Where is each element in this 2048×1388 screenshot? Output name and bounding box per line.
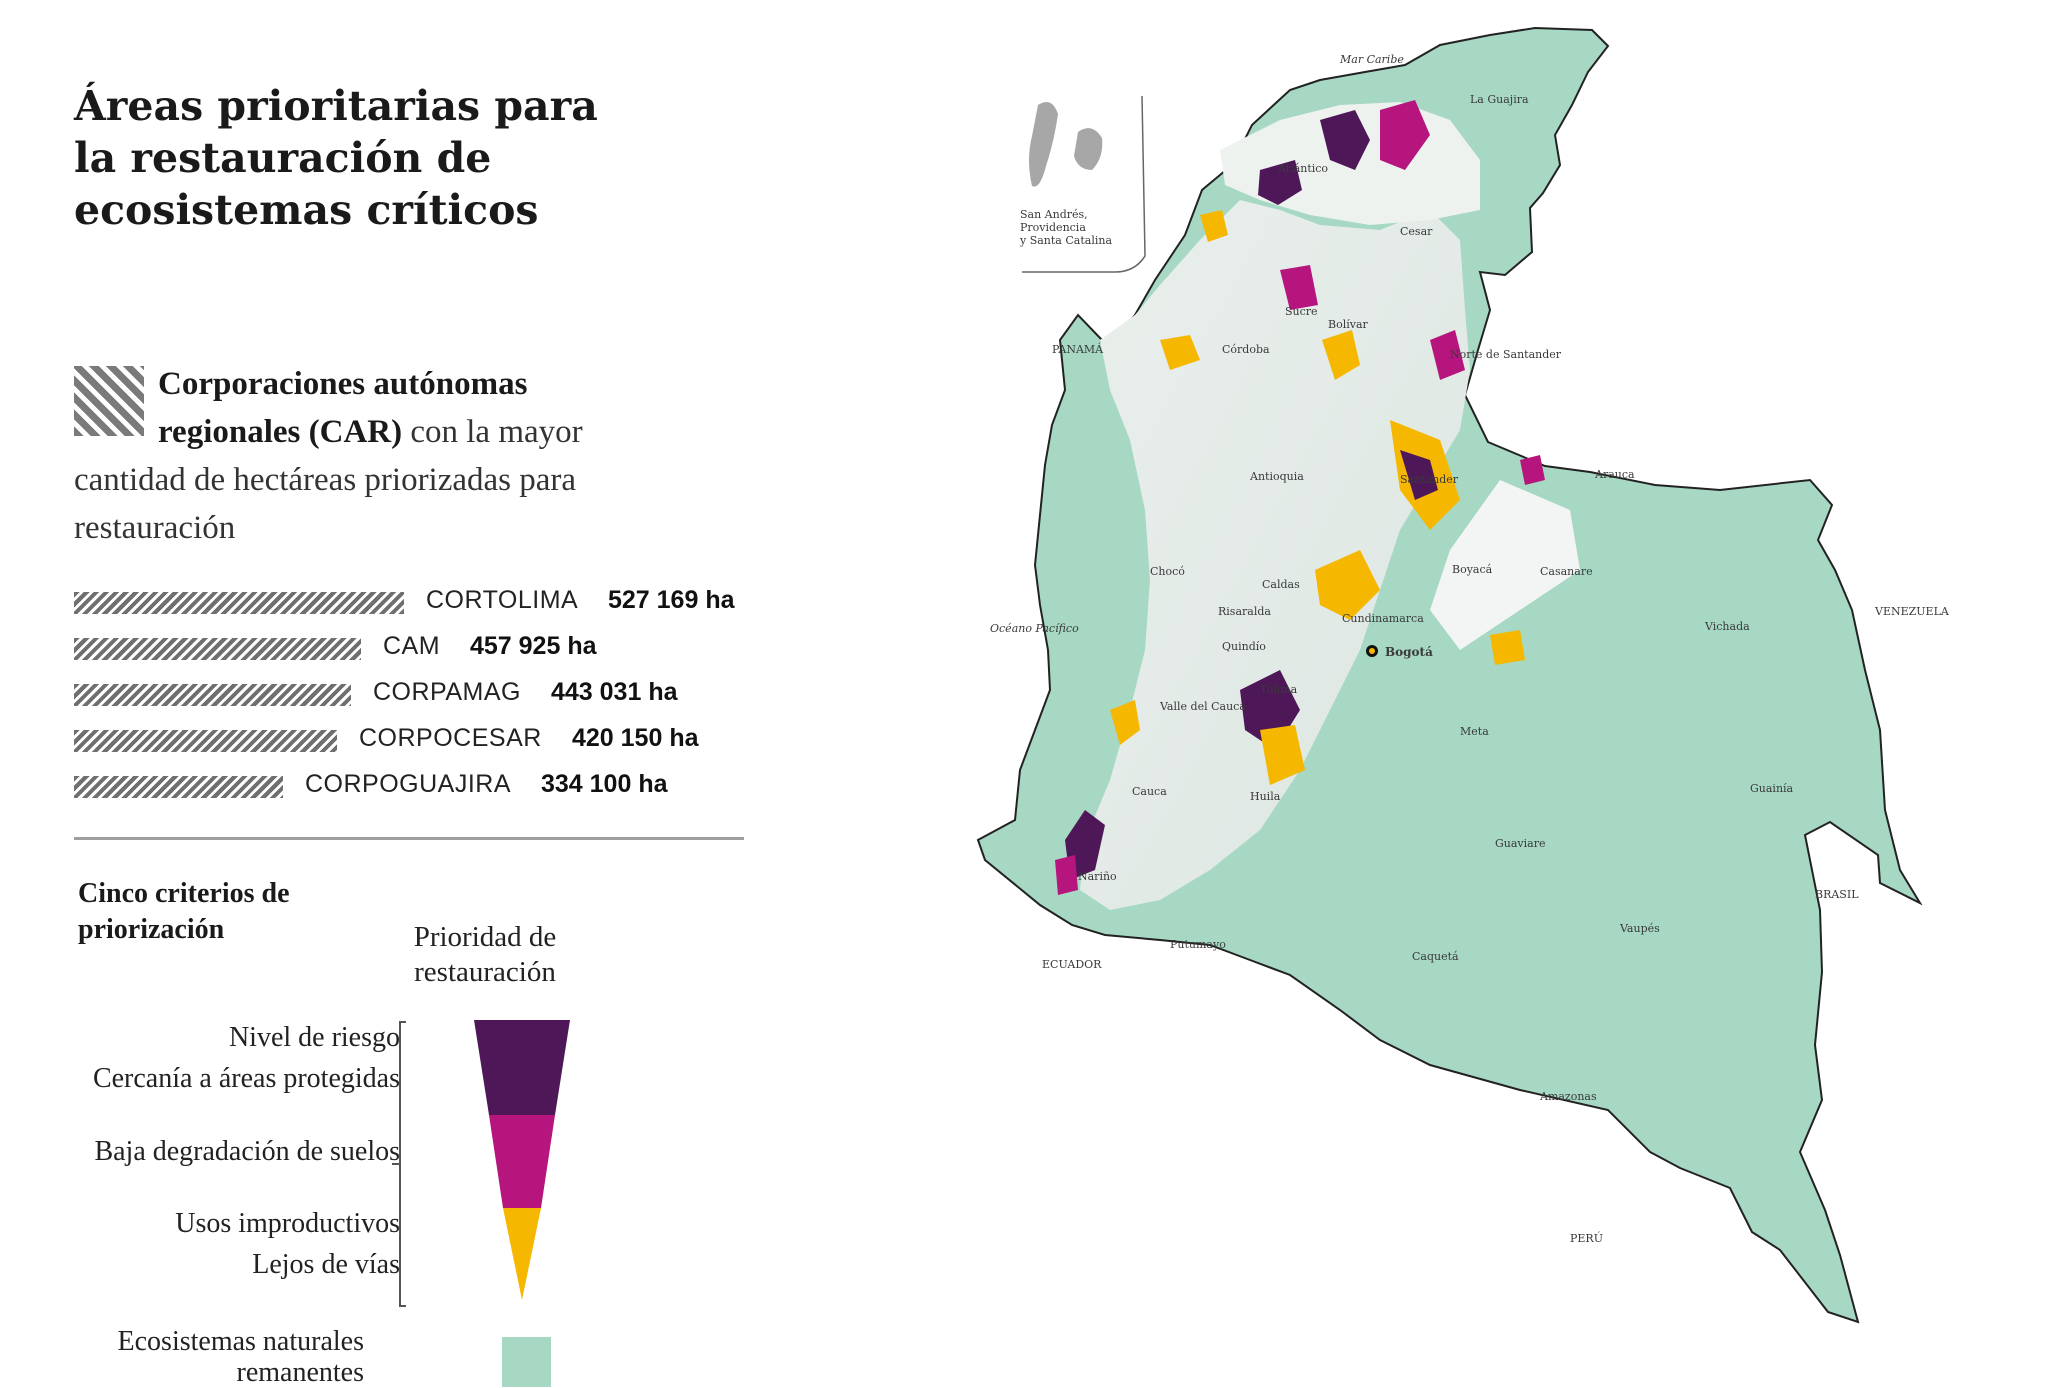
car-bar	[74, 730, 337, 752]
department-label: Amazonas	[1539, 1090, 1597, 1103]
car-name: CAM	[383, 632, 441, 660]
car-bar	[74, 776, 283, 798]
car-name: CORTOLIMA	[426, 586, 579, 614]
car-bar	[74, 638, 361, 660]
department-label: Casanare	[1540, 565, 1593, 578]
car-name: CORPAMAG	[373, 678, 521, 706]
llanos-edge	[1430, 480, 1580, 650]
criterion-soil-degradation: Baja degradación de suelos	[94, 1136, 400, 1167]
department-label: Vaupés	[1619, 922, 1660, 935]
department-label: Atlántico	[1277, 162, 1328, 175]
car-row: CORPAMAG 443 031 ha	[74, 674, 774, 720]
criterion-risk: Nivel de riesgo	[228, 1022, 400, 1053]
department-label: Cesar	[1400, 225, 1433, 238]
priority-triangle	[392, 1020, 570, 1307]
country-label-peru: PERÚ	[1570, 1231, 1603, 1245]
car-value: 420 150 ha	[572, 724, 699, 752]
car-row: CAM 457 925 ha	[74, 628, 774, 674]
department-label: Arauca	[1594, 468, 1635, 481]
department-labels: La Guajira Atlántico Cesar Sucre Bolívar Córd…	[1078, 93, 1794, 1103]
department-label: Meta	[1460, 725, 1489, 738]
department-label: Bolívar	[1328, 318, 1369, 331]
department-label: Cauca	[1132, 785, 1167, 798]
car-heading-text: con la mayor cantidad de hectáreas prior…	[74, 414, 583, 546]
department-label: Córdoba	[1222, 343, 1270, 356]
section-divider	[74, 837, 744, 840]
department-label: Caquetá	[1412, 950, 1459, 963]
criteria-title: Cinco criterios de priorización	[78, 878, 290, 945]
inset-frame	[1022, 95, 1146, 273]
car-heading: Corporaciones autónomas regionales (CAR)…	[74, 360, 634, 552]
department-label: Sucre	[1285, 305, 1318, 318]
criteria-list: Nivel de riesgo Cercanía a áreas protegi…	[0, 0, 400, 1383]
department-label: Vichada	[1704, 620, 1750, 633]
car-name: CORPOCESAR	[359, 724, 542, 752]
car-value: 334 100 ha	[541, 770, 668, 798]
department-label: Putumayo	[1170, 938, 1226, 951]
department-label: Valle del Cauca	[1159, 700, 1246, 713]
colombia-map: Mar Caribe Océano Pacífico PANAMÁ VENEZU…	[976, 26, 1950, 1324]
department-label: Santander	[1400, 473, 1459, 486]
ecosystem-legend-label: Ecosistemas naturales remanentes	[117, 1326, 364, 1388]
department-label: Boyacá	[1452, 563, 1493, 576]
bogota-marker-dot	[1369, 648, 1375, 654]
car-name: CORPOGUAJIRA	[305, 770, 512, 798]
department-label: Quindío	[1222, 640, 1266, 653]
department-label: Nariño	[1078, 870, 1117, 883]
ecosystem-legend-swatch	[502, 1337, 551, 1387]
car-row: CORPOCESAR 420 150 ha	[74, 720, 774, 766]
car-bar	[74, 592, 404, 614]
priority-patches	[1055, 100, 1545, 895]
sea-label-pacifico: Océano Pacífico	[990, 622, 1079, 635]
car-bar	[74, 684, 351, 706]
priority-low-band	[503, 1208, 541, 1300]
inset-label-line1: San Andrés,	[1020, 208, 1088, 221]
department-label: Caldas	[1262, 578, 1300, 591]
department-label: Norte de Santander	[1450, 348, 1562, 361]
country-label-ecuador: ECUADOR	[1042, 958, 1102, 971]
criterion-protected-areas: Cercanía a áreas protegidas	[92, 1063, 400, 1094]
capital-label: Bogotá	[1385, 645, 1433, 659]
car-heading-bold: Corporaciones autónomas regionales (CAR)	[158, 366, 528, 450]
criterion-unproductive-uses: Usos improductivos	[175, 1208, 400, 1239]
criteria-bracket	[399, 1021, 406, 1307]
country-label-brasil: BRASIL	[1815, 888, 1859, 901]
department-label: Tolima	[1260, 683, 1298, 696]
san-andres-island	[1029, 102, 1058, 187]
department-label: Guainía	[1750, 782, 1794, 795]
country-label-panama: PANAMÁ	[1052, 342, 1104, 356]
car-row: CORTOLIMA 527 169 ha	[74, 582, 774, 628]
inset-label: San Andrés, Providencia y Santa Catalina	[1020, 208, 1112, 247]
car-value: 527 169 ha	[608, 586, 735, 614]
hatch-legend-swatch	[74, 366, 144, 436]
inset-label-line2: Providencia	[1020, 221, 1086, 234]
department-label: Chocó	[1150, 565, 1185, 578]
providencia-island	[1074, 128, 1103, 170]
car-value: 457 925 ha	[470, 632, 597, 660]
department-label: Huila	[1250, 790, 1281, 803]
page-title: Áreas prioritarias para la restauración …	[74, 82, 598, 234]
country-label-venezuela: VENEZUELA	[1874, 605, 1950, 618]
car-row: CORPOGUAJIRA 334 100 ha	[74, 766, 774, 812]
department-label: Antioquia	[1249, 470, 1304, 483]
sea-label-caribe: Mar Caribe	[1339, 53, 1404, 66]
car-value: 443 031 ha	[551, 678, 678, 706]
department-label: Risaralda	[1218, 605, 1271, 618]
department-label: Cundinamarca	[1342, 612, 1424, 625]
priority-title: Prioridad de restauración	[413, 921, 557, 988]
priority-high-band	[474, 1020, 570, 1115]
department-label: La Guajira	[1470, 93, 1529, 106]
andes-terrain	[1080, 200, 1470, 910]
car-bar-chart: CORTOLIMA 527 169 ha CAM 457 925 ha CORPAMAG…	[74, 582, 774, 812]
department-label: Guaviare	[1495, 837, 1546, 850]
priority-medium-band	[489, 1115, 555, 1208]
inset-label-line3: y Santa Catalina	[1020, 234, 1112, 247]
criterion-far-from-roads: Lejos de vías	[252, 1249, 400, 1280]
